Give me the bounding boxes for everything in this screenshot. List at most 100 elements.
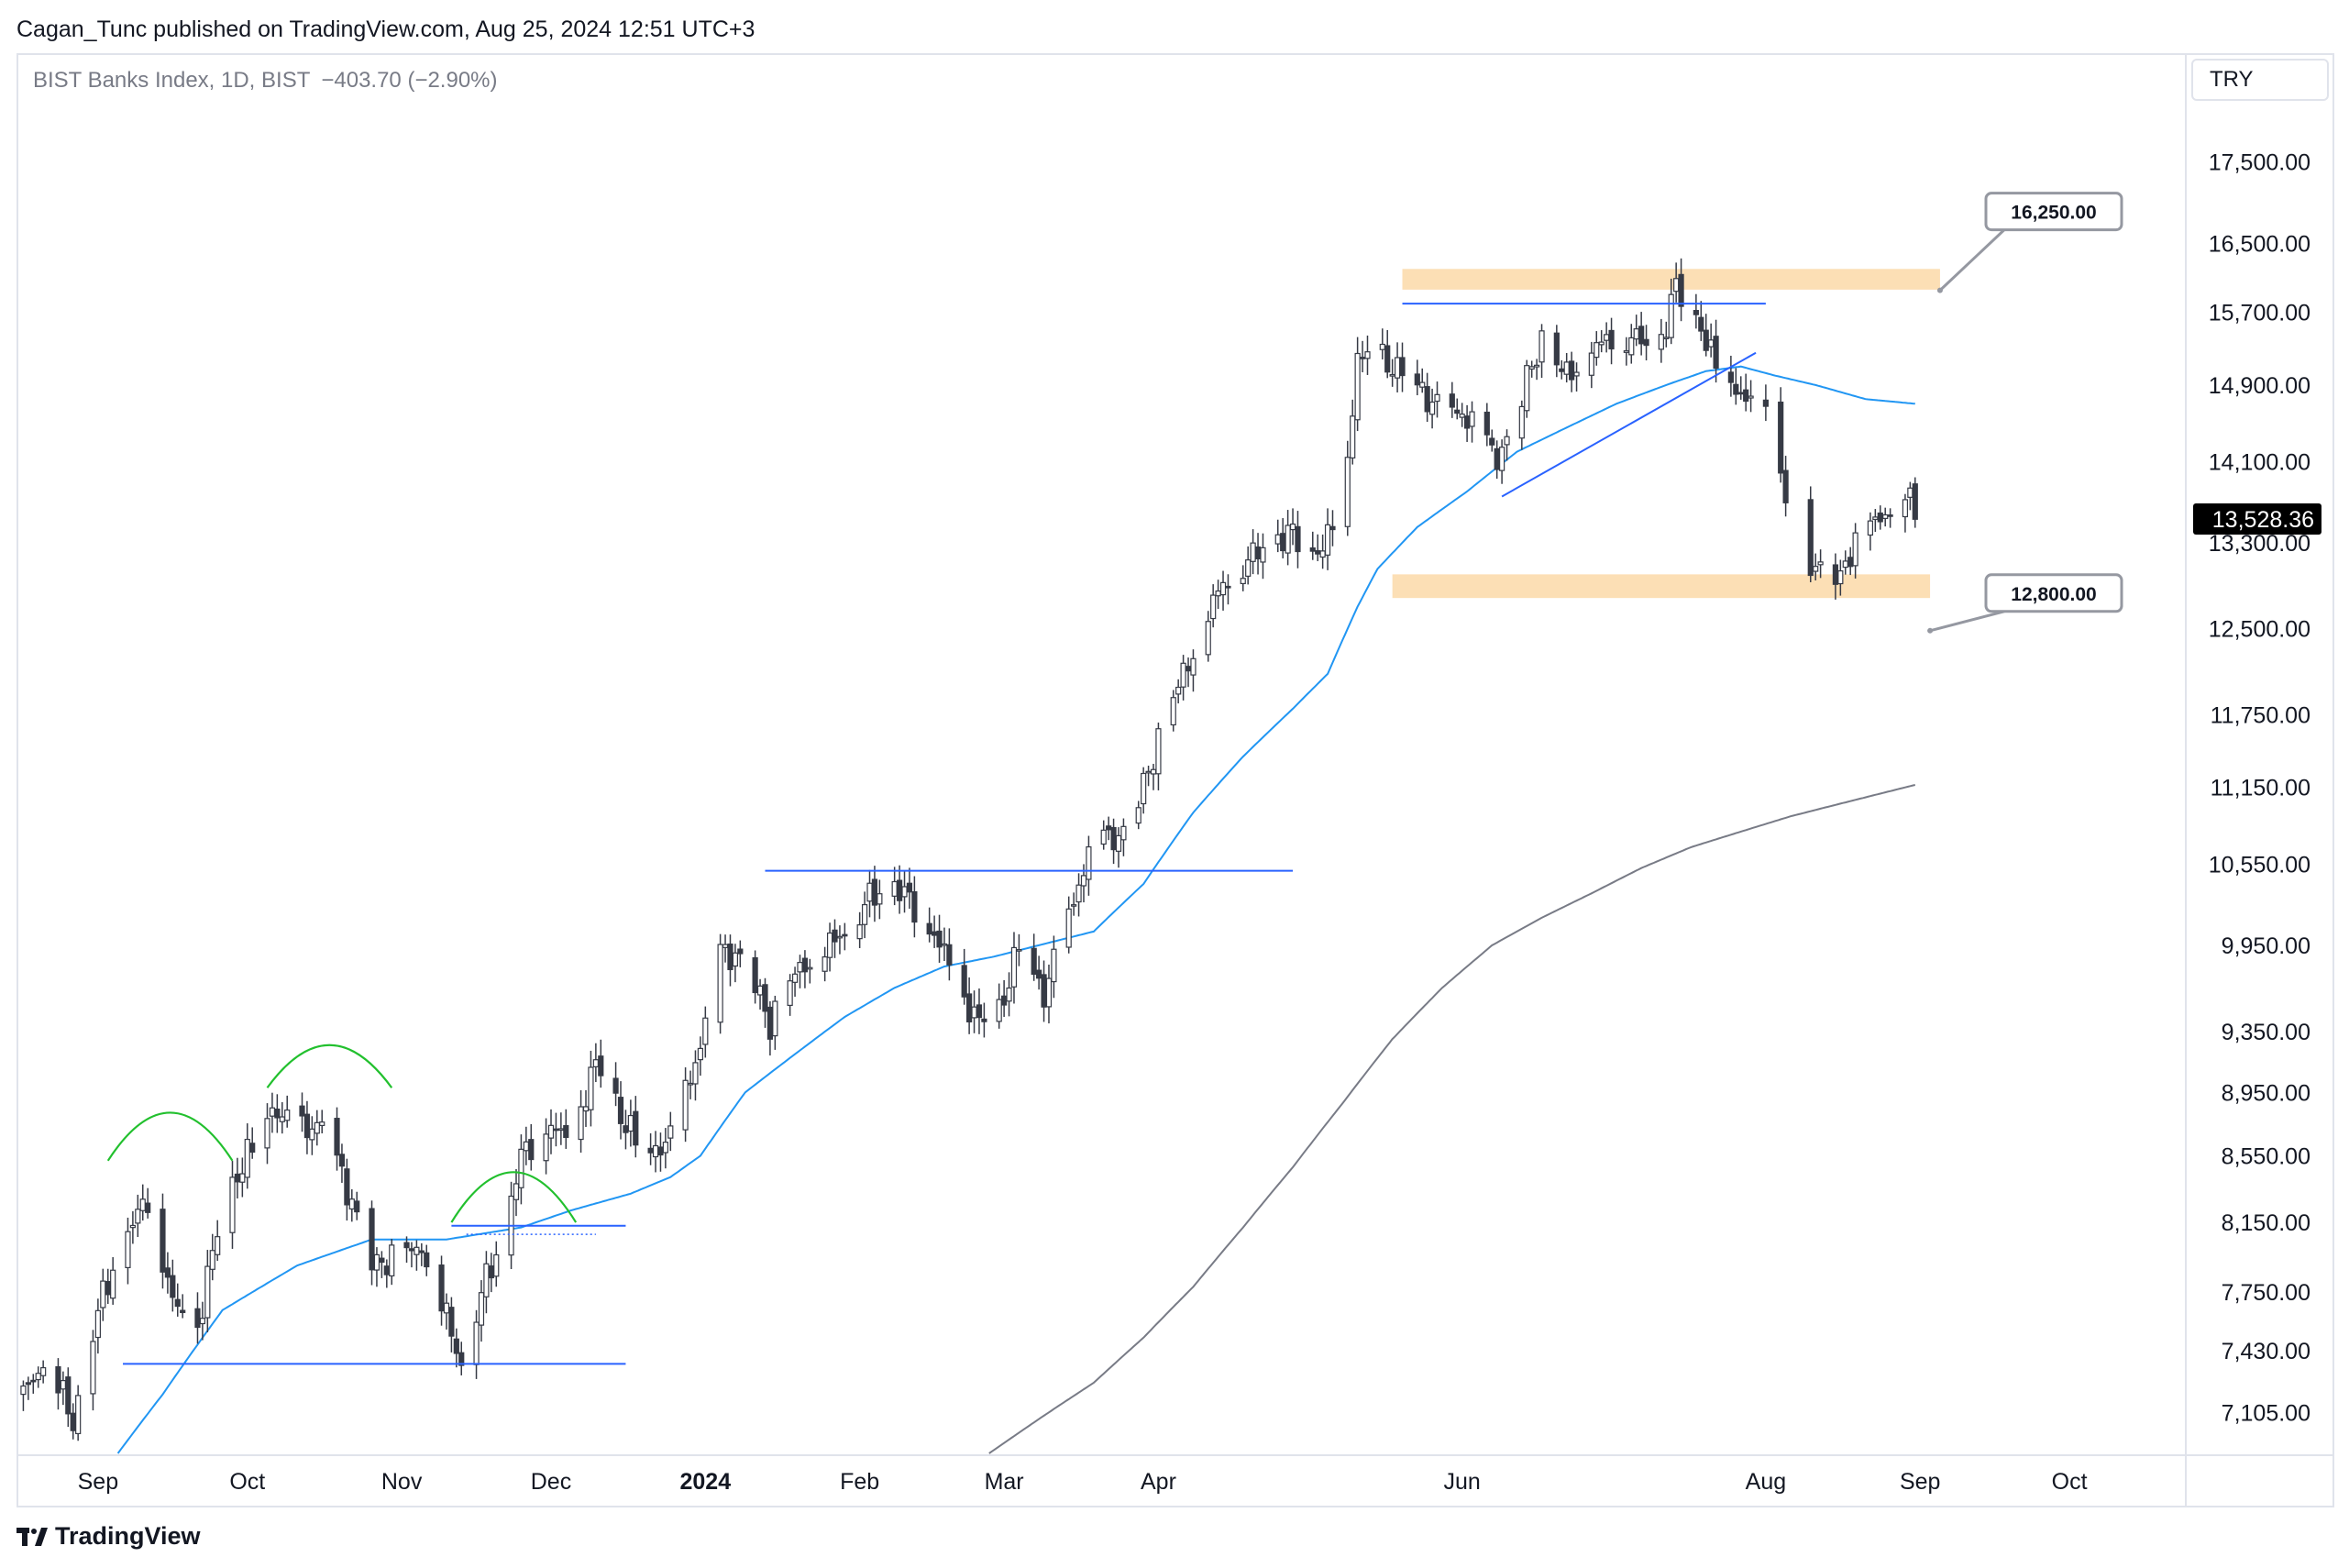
candle[interactable] bbox=[1518, 400, 1525, 450]
candle[interactable] bbox=[1588, 341, 1594, 389]
candle[interactable] bbox=[1867, 512, 1874, 551]
candle[interactable] bbox=[194, 1292, 201, 1344]
candle[interactable] bbox=[215, 1220, 221, 1262]
candle[interactable] bbox=[389, 1239, 395, 1286]
candle[interactable] bbox=[1045, 964, 1053, 1024]
candle[interactable] bbox=[94, 1298, 101, 1354]
candle[interactable] bbox=[354, 1191, 360, 1220]
candle[interactable] bbox=[1344, 440, 1351, 536]
candle[interactable] bbox=[1534, 359, 1540, 381]
candle[interactable] bbox=[1842, 550, 1848, 575]
candle[interactable] bbox=[110, 1257, 116, 1305]
candle[interactable] bbox=[139, 1184, 146, 1221]
candle[interactable] bbox=[612, 1062, 619, 1107]
candle[interactable] bbox=[762, 977, 768, 1028]
candle[interactable] bbox=[1006, 972, 1012, 1017]
candle[interactable] bbox=[1354, 337, 1361, 432]
candle[interactable] bbox=[1170, 690, 1176, 732]
candle[interactable] bbox=[582, 1089, 590, 1127]
candle[interactable] bbox=[453, 1328, 459, 1368]
candle[interactable] bbox=[1210, 584, 1217, 628]
candle[interactable] bbox=[1295, 511, 1301, 569]
candle[interactable] bbox=[1604, 322, 1610, 353]
candle[interactable] bbox=[1708, 323, 1715, 358]
candle[interactable] bbox=[787, 974, 793, 1016]
candle[interactable] bbox=[553, 1112, 559, 1147]
callout-high[interactable]: 16,250.00 bbox=[1936, 192, 2123, 293]
candle[interactable] bbox=[1733, 368, 1739, 405]
candle[interactable] bbox=[936, 914, 943, 963]
candle[interactable] bbox=[1727, 355, 1734, 397]
candle[interactable] bbox=[105, 1268, 111, 1305]
candle[interactable] bbox=[772, 995, 778, 1050]
candle[interactable] bbox=[1489, 429, 1495, 452]
candle[interactable] bbox=[1180, 655, 1186, 701]
candle[interactable] bbox=[981, 1002, 987, 1038]
candle[interactable] bbox=[338, 1143, 346, 1183]
candle[interactable] bbox=[249, 1127, 256, 1159]
candle[interactable] bbox=[1016, 933, 1022, 966]
candle[interactable] bbox=[314, 1110, 320, 1146]
candle[interactable] bbox=[1315, 534, 1321, 561]
candle[interactable] bbox=[30, 1374, 37, 1394]
candle[interactable] bbox=[1245, 546, 1252, 585]
candle[interactable] bbox=[1643, 325, 1649, 361]
candle[interactable] bbox=[443, 1293, 450, 1330]
candle[interactable] bbox=[1359, 340, 1366, 372]
candle[interactable] bbox=[348, 1189, 355, 1222]
candle[interactable] bbox=[598, 1039, 604, 1088]
candle[interactable] bbox=[1813, 553, 1819, 580]
candle[interactable] bbox=[1394, 342, 1401, 392]
candle[interactable] bbox=[1608, 317, 1615, 365]
candle[interactable] bbox=[1483, 403, 1490, 447]
candle[interactable] bbox=[1240, 565, 1246, 591]
candle[interactable] bbox=[652, 1131, 659, 1173]
candle[interactable] bbox=[1573, 362, 1580, 392]
candle[interactable] bbox=[1454, 398, 1461, 420]
candle[interactable] bbox=[1319, 534, 1326, 569]
candle[interactable] bbox=[1215, 580, 1221, 610]
candle[interactable] bbox=[901, 871, 908, 913]
candle[interactable] bbox=[1469, 401, 1475, 443]
candle[interactable] bbox=[1594, 331, 1600, 366]
candle[interactable] bbox=[1350, 399, 1356, 465]
candle[interactable] bbox=[458, 1342, 465, 1375]
candle[interactable] bbox=[826, 922, 833, 972]
candle[interactable] bbox=[1414, 359, 1420, 396]
candle[interactable] bbox=[832, 919, 838, 958]
candle[interactable] bbox=[1110, 818, 1117, 865]
candle[interactable] bbox=[623, 1110, 629, 1150]
candle[interactable] bbox=[513, 1168, 520, 1217]
candle[interactable] bbox=[274, 1094, 281, 1133]
candle[interactable] bbox=[1086, 835, 1092, 896]
candle[interactable] bbox=[1071, 892, 1077, 916]
candle[interactable] bbox=[891, 867, 898, 906]
candle[interactable] bbox=[369, 1200, 375, 1286]
candle[interactable] bbox=[334, 1107, 340, 1171]
candle[interactable] bbox=[1782, 456, 1789, 517]
candle[interactable] bbox=[170, 1259, 176, 1312]
candle[interactable] bbox=[373, 1247, 380, 1287]
candle[interactable] bbox=[284, 1095, 291, 1128]
candle[interactable] bbox=[125, 1217, 131, 1285]
candle[interactable] bbox=[1120, 818, 1127, 856]
candle[interactable] bbox=[100, 1268, 106, 1321]
candle[interactable] bbox=[1280, 518, 1286, 558]
candle[interactable] bbox=[518, 1134, 524, 1205]
candle[interactable] bbox=[1155, 722, 1162, 790]
candle[interactable] bbox=[822, 946, 828, 982]
candle[interactable] bbox=[687, 1070, 694, 1099]
candle[interactable] bbox=[438, 1255, 445, 1326]
candle[interactable] bbox=[1598, 330, 1605, 353]
candle[interactable] bbox=[1141, 767, 1147, 814]
candle[interactable] bbox=[1399, 342, 1406, 392]
candle[interactable] bbox=[1434, 381, 1440, 418]
candle[interactable] bbox=[1250, 529, 1256, 575]
candle[interactable] bbox=[1065, 896, 1072, 954]
candle[interactable] bbox=[414, 1240, 420, 1271]
candle[interactable] bbox=[1419, 368, 1426, 393]
candle[interactable] bbox=[1285, 510, 1291, 566]
candle[interactable] bbox=[1205, 611, 1211, 662]
candle[interactable] bbox=[1449, 381, 1455, 418]
candle[interactable] bbox=[1100, 820, 1107, 850]
